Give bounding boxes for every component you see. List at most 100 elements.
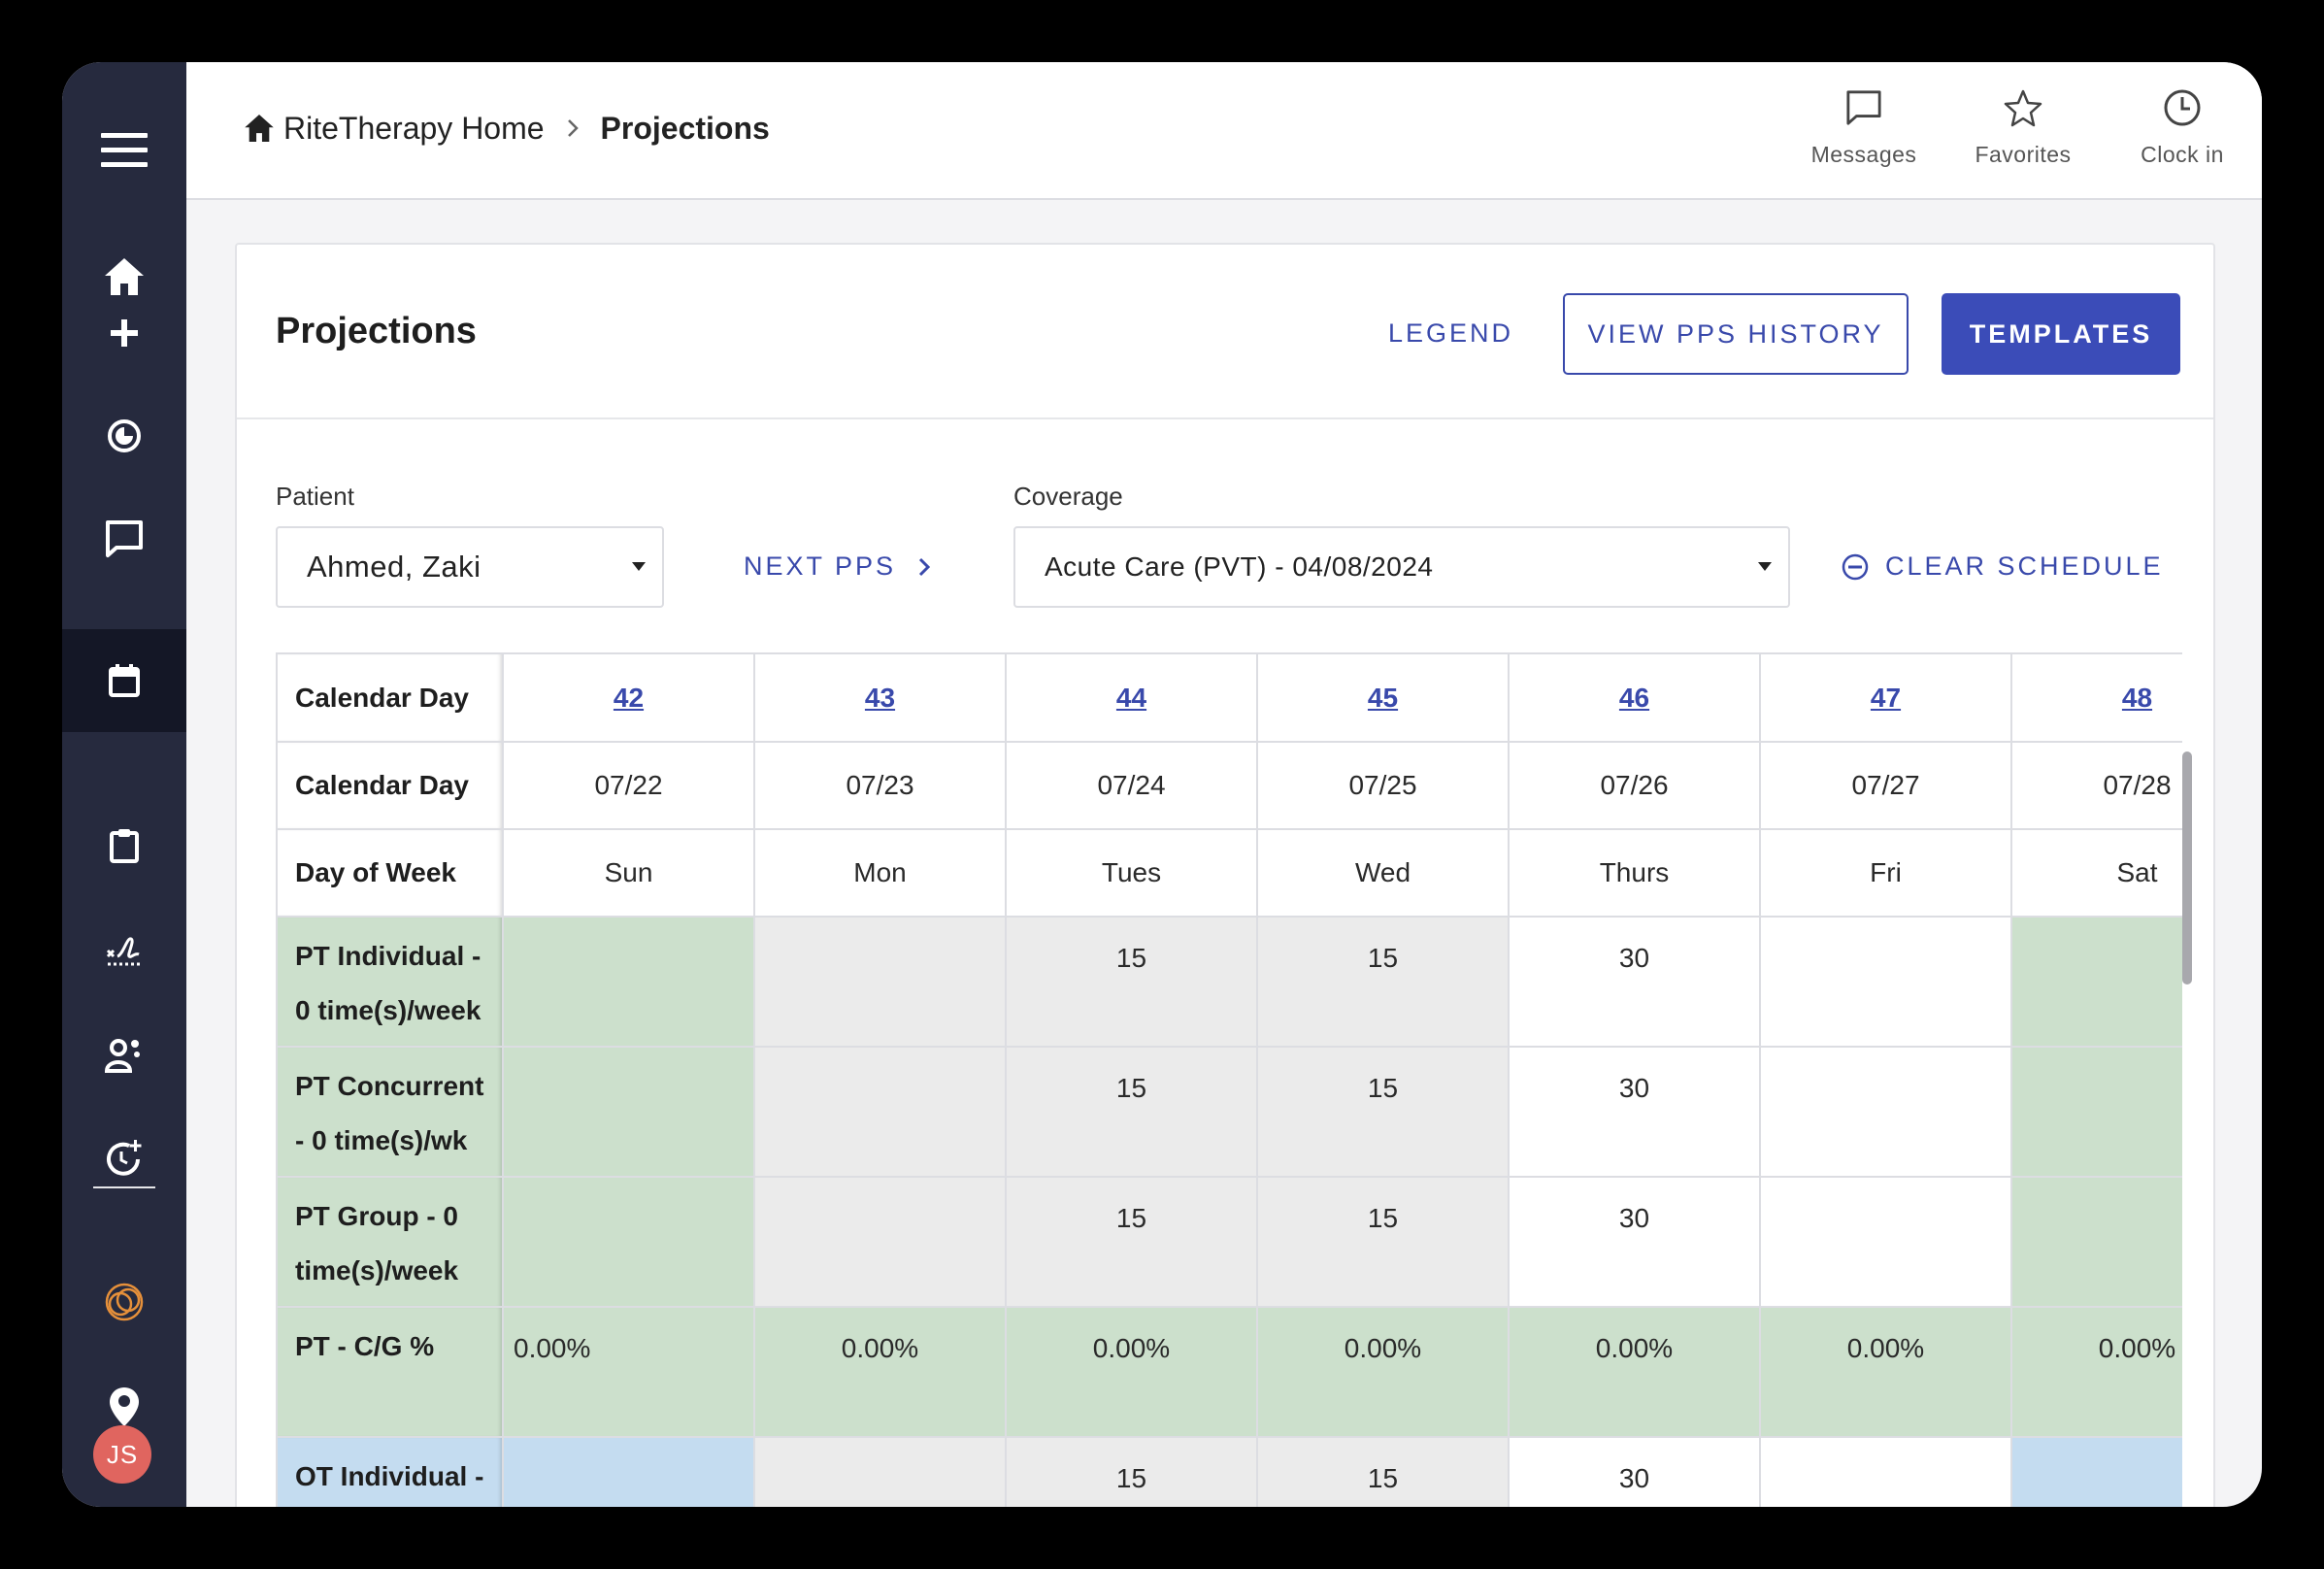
calendar-day-link[interactable]: 45 bbox=[1367, 682, 1399, 713]
favorites-button[interactable]: Favorites bbox=[1943, 82, 2103, 179]
table-cell[interactable] bbox=[503, 1437, 755, 1507]
table-cell[interactable] bbox=[754, 917, 1007, 1048]
table-cell: 0.00% bbox=[1509, 1307, 1761, 1438]
table-cell[interactable]: 15 bbox=[1257, 1177, 1510, 1308]
table-cell[interactable]: 15 bbox=[1006, 1047, 1258, 1178]
table-cell: 0.00% bbox=[1006, 1307, 1258, 1438]
row-header-line: PT Individual - bbox=[295, 941, 481, 971]
table-cell[interactable]: 30 bbox=[1509, 917, 1761, 1048]
table-cell[interactable] bbox=[2011, 1177, 2182, 1308]
table-cell: 48 bbox=[2011, 654, 2182, 743]
home-icon bbox=[105, 258, 144, 295]
sidebar-item-patients[interactable] bbox=[62, 1004, 186, 1107]
table-cell[interactable] bbox=[2011, 1047, 2182, 1178]
legend-button[interactable]: LEGEND bbox=[1388, 318, 1514, 348]
breadcrumb-home-link[interactable]: RiteTherapy Home bbox=[245, 111, 545, 147]
row-header: Calendar Day bbox=[278, 654, 504, 743]
table-cell[interactable]: 30 bbox=[1509, 1177, 1761, 1308]
table-row-pt-concurrent: PT Concurrent - 0 time(s)/wk 15 15 30 bbox=[278, 1047, 2182, 1178]
table-cell[interactable] bbox=[503, 1177, 755, 1308]
avatar[interactable]: JS bbox=[93, 1425, 151, 1484]
home-icon bbox=[245, 115, 274, 142]
table-cell: 0.00% bbox=[503, 1307, 755, 1438]
chevron-right-icon bbox=[919, 557, 931, 576]
calendar-day-link[interactable]: 42 bbox=[613, 682, 645, 713]
row-header-line: PT Group - 0 bbox=[295, 1201, 458, 1231]
target-icon bbox=[108, 419, 141, 452]
table-cell[interactable]: 15 bbox=[1006, 1177, 1258, 1308]
patient-select[interactable]: Ahmed, Zaki bbox=[276, 526, 664, 608]
row-header: PT - C/G % bbox=[278, 1307, 504, 1438]
menu-icon bbox=[101, 133, 148, 167]
table-row-calendar-day-number: Calendar Day 42 43 44 45 46 47 48 bbox=[278, 654, 2182, 743]
sidebar-item-brand[interactable] bbox=[62, 1251, 186, 1353]
next-pps-label: NEXT PPS bbox=[744, 551, 897, 581]
table-cell[interactable] bbox=[2011, 917, 2182, 1048]
calendar-icon bbox=[109, 664, 140, 697]
clear-schedule-button[interactable]: CLEAR SCHEDULE bbox=[1841, 551, 2164, 582]
table-cell[interactable] bbox=[754, 1047, 1007, 1178]
table-cell[interactable] bbox=[1760, 1047, 2012, 1178]
table-cell: 0.00% bbox=[754, 1307, 1007, 1438]
calendar-day-link[interactable]: 43 bbox=[864, 682, 896, 713]
table-cell[interactable] bbox=[754, 1437, 1007, 1507]
table-cell[interactable] bbox=[503, 1047, 755, 1178]
clipboard-icon bbox=[110, 829, 139, 863]
page-title: Projections bbox=[276, 311, 477, 351]
location-icon bbox=[110, 1387, 139, 1426]
table-cell: 07/28 bbox=[2011, 742, 2182, 830]
row-header: PT Individual - 0 time(s)/week bbox=[278, 917, 504, 1048]
sidebar-item-signature[interactable] bbox=[62, 899, 186, 1002]
breadcrumb-current: Projections bbox=[600, 110, 770, 146]
sidebar-item-goals[interactable] bbox=[62, 384, 186, 487]
sidebar-item-clipboard[interactable] bbox=[62, 794, 186, 897]
table-cell: Mon bbox=[754, 829, 1007, 918]
view-pps-history-button[interactable]: VIEW PPS HISTORY bbox=[1563, 293, 1909, 375]
calendar-day-link[interactable]: 46 bbox=[1618, 682, 1650, 713]
table-cell: 07/23 bbox=[754, 742, 1007, 830]
sidebar-item-add[interactable] bbox=[62, 280, 186, 386]
patient-label: Patient bbox=[276, 482, 354, 511]
templates-button[interactable]: TEMPLATES bbox=[1942, 293, 2180, 375]
calendar-day-link[interactable]: 48 bbox=[2121, 682, 2153, 713]
sidebar-item-location[interactable] bbox=[62, 1355, 186, 1458]
table-cell[interactable]: 15 bbox=[1257, 1047, 1510, 1178]
table-cell: 07/26 bbox=[1509, 742, 1761, 830]
table-cell: 44 bbox=[1006, 654, 1258, 743]
calendar-day-link[interactable]: 47 bbox=[1870, 682, 1902, 713]
table-cell[interactable] bbox=[754, 1177, 1007, 1308]
table-cell[interactable] bbox=[1760, 1437, 2012, 1507]
app-screen: JS RiteTherapy Home Projections M bbox=[62, 62, 2262, 1507]
clock-in-button[interactable]: Clock in bbox=[2103, 82, 2262, 179]
table-cell[interactable]: 30 bbox=[1509, 1437, 1761, 1507]
favorites-label: Favorites bbox=[1975, 142, 2072, 167]
next-pps-button[interactable]: NEXT PPS bbox=[744, 551, 931, 582]
sidebar-item-history[interactable] bbox=[62, 1107, 186, 1210]
table-cell[interactable] bbox=[1760, 1177, 2012, 1308]
signature-icon bbox=[106, 937, 141, 966]
sidebar-item-messages[interactable] bbox=[62, 487, 186, 590]
table-scrollbar[interactable] bbox=[2182, 751, 2192, 985]
calendar-day-link[interactable]: 44 bbox=[1115, 682, 1147, 713]
sidebar-item-calendar[interactable] bbox=[62, 629, 186, 732]
table-row-day-of-week: Day of Week Sun Mon Tues Wed Thurs Fri S… bbox=[278, 829, 2182, 918]
table-row-pt-cg-percent: PT - C/G % 0.00% 0.00% 0.00% 0.00% 0.00%… bbox=[278, 1307, 2182, 1438]
table-cell[interactable]: 15 bbox=[1006, 1437, 1258, 1507]
table-cell[interactable]: 15 bbox=[1257, 1437, 1510, 1507]
table-cell[interactable] bbox=[1760, 917, 2012, 1048]
coverage-select[interactable]: Acute Care (PVT) - 04/08/2024 bbox=[1013, 526, 1790, 608]
table-cell[interactable]: 15 bbox=[1257, 917, 1510, 1048]
table-row-ot-individual: OT Individual - 15 15 30 bbox=[278, 1437, 2182, 1507]
table-cell[interactable]: 15 bbox=[1006, 917, 1258, 1048]
table-cell: Fri bbox=[1760, 829, 2012, 918]
sidebar-item-home[interactable] bbox=[62, 225, 186, 328]
menu-button[interactable] bbox=[62, 99, 186, 202]
history-icon bbox=[107, 1140, 142, 1176]
table-row-calendar-date: Calendar Day 07/22 07/23 07/24 07/25 07/… bbox=[278, 742, 2182, 830]
table-cell[interactable]: 30 bbox=[1509, 1047, 1761, 1178]
messages-button[interactable]: Messages bbox=[1784, 82, 1943, 179]
table-cell: 07/22 bbox=[503, 742, 755, 830]
table-cell[interactable] bbox=[2011, 1437, 2182, 1507]
table-cell[interactable] bbox=[503, 917, 755, 1048]
